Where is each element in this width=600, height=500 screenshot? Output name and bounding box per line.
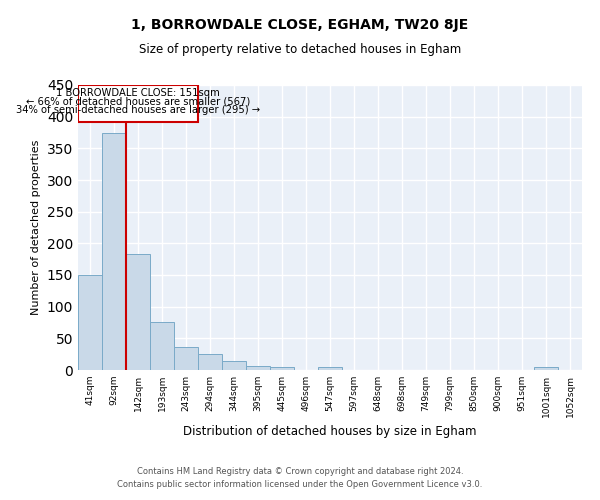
Text: 1 BORROWDALE CLOSE: 151sqm: 1 BORROWDALE CLOSE: 151sqm xyxy=(56,88,220,98)
Bar xyxy=(246,366,270,370)
Bar xyxy=(198,354,222,370)
Bar xyxy=(318,368,342,370)
Bar xyxy=(222,360,246,370)
Bar xyxy=(102,132,126,370)
Text: Size of property relative to detached houses in Egham: Size of property relative to detached ho… xyxy=(139,42,461,56)
Text: Contains public sector information licensed under the Open Government Licence v3: Contains public sector information licen… xyxy=(118,480,482,489)
Text: Contains HM Land Registry data © Crown copyright and database right 2024.: Contains HM Land Registry data © Crown c… xyxy=(137,467,463,476)
Y-axis label: Number of detached properties: Number of detached properties xyxy=(31,140,41,315)
Text: 34% of semi-detached houses are larger (295) →: 34% of semi-detached houses are larger (… xyxy=(16,106,260,116)
Bar xyxy=(534,368,558,370)
Text: 1, BORROWDALE CLOSE, EGHAM, TW20 8JE: 1, BORROWDALE CLOSE, EGHAM, TW20 8JE xyxy=(131,18,469,32)
Bar xyxy=(270,367,294,370)
Bar xyxy=(126,254,150,370)
Bar xyxy=(174,347,198,370)
Bar xyxy=(78,275,102,370)
X-axis label: Distribution of detached houses by size in Egham: Distribution of detached houses by size … xyxy=(183,426,477,438)
Bar xyxy=(78,85,198,122)
Bar xyxy=(150,322,174,370)
Text: ← 66% of detached houses are smaller (567): ← 66% of detached houses are smaller (56… xyxy=(26,96,250,106)
